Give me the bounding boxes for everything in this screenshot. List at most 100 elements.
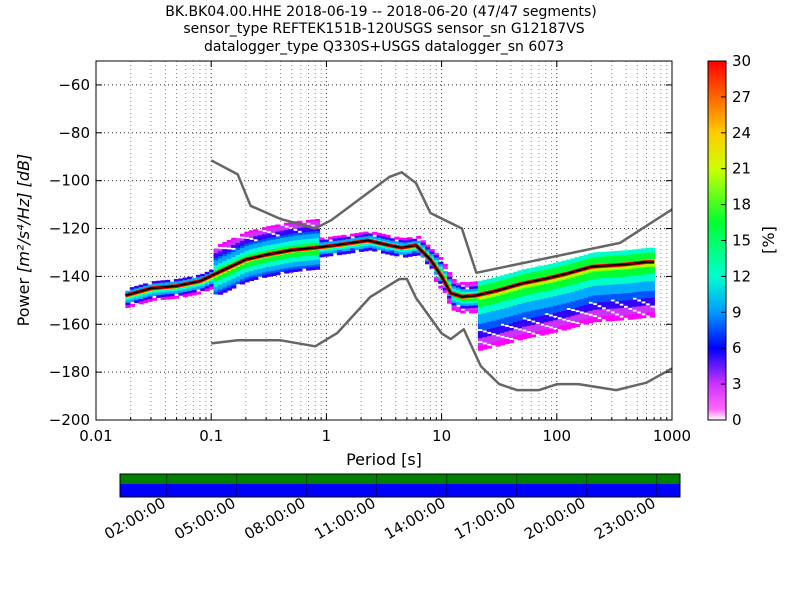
- histogram-cell: [596, 302, 603, 306]
- histogram-cell: [504, 288, 510, 292]
- histogram-cell: [464, 308, 470, 312]
- histogram-cell: [306, 236, 312, 240]
- histogram-cell: [579, 313, 585, 317]
- histogram-cell: [451, 283, 457, 287]
- histogram-cell: [596, 307, 603, 311]
- histogram-cell: [640, 253, 647, 257]
- histogram-cell: [535, 297, 541, 301]
- histogram-cell: [579, 298, 585, 302]
- histogram-cell: [627, 314, 633, 318]
- histogram-cell: [380, 250, 387, 254]
- histogram-cell: [151, 283, 158, 287]
- histogram-cell: [486, 345, 492, 349]
- histogram-cell: [385, 249, 391, 253]
- histogram-cell: [156, 295, 162, 298]
- histogram-cell: [592, 309, 598, 313]
- histogram-cell: [486, 309, 492, 313]
- histogram-cell: [623, 286, 629, 290]
- histogram-cell: [504, 331, 510, 335]
- histogram-cell: [543, 283, 550, 287]
- histogram-cell: [561, 322, 567, 326]
- histogram-cell: [328, 241, 334, 245]
- histogram-cell: [385, 246, 391, 250]
- histogram-cell: [403, 242, 409, 246]
- histogram-cell: [389, 247, 395, 251]
- histogram-cell: [235, 238, 241, 242]
- histogram-cell: [535, 316, 541, 320]
- histogram-cell: [614, 255, 620, 259]
- histogram-cell: [557, 261, 563, 265]
- histogram-cell: [535, 273, 541, 277]
- histogram-cell: [605, 268, 611, 272]
- histogram-cell: [645, 257, 651, 261]
- histogram-cell: [477, 307, 484, 311]
- histogram-cell: [521, 290, 528, 294]
- histogram-cell: [288, 231, 294, 235]
- histogram-cell: [543, 298, 550, 302]
- histogram-cell: [526, 328, 532, 332]
- histogram-cell: [341, 249, 347, 253]
- histogram-cell: [416, 252, 422, 256]
- histogram-cell: [517, 320, 523, 324]
- histogram-cell: [306, 265, 312, 269]
- histogram-cell: [513, 319, 519, 323]
- histogram-cell: [605, 306, 611, 310]
- histogram-cell: [297, 232, 303, 236]
- histogram-cell: [636, 275, 642, 279]
- histogram-cell: [645, 295, 651, 299]
- histogram-cell: [173, 291, 180, 294]
- histogram-cell: [499, 285, 506, 288]
- histogram-cell: [279, 269, 285, 272]
- histogram-cell: [288, 265, 294, 268]
- histogram-cell: [574, 319, 581, 323]
- histogram-cell: [253, 233, 259, 237]
- histogram-cell: [420, 240, 426, 244]
- histogram-cell: [548, 263, 554, 267]
- histogram-cell: [310, 260, 316, 264]
- histogram-cell: [213, 258, 219, 261]
- histogram-cell: [433, 257, 440, 261]
- histogram-cell: [570, 299, 576, 302]
- histogram-cell: [310, 236, 316, 240]
- histogram-cell: [350, 238, 356, 242]
- histogram-cell: [508, 304, 514, 307]
- histogram-cell: [601, 273, 607, 277]
- histogram-cell: [270, 249, 277, 253]
- histogram-cell: [561, 277, 567, 281]
- histogram-cell: [178, 278, 184, 282]
- histogram-cell: [618, 274, 625, 278]
- histogram-cell: [561, 303, 567, 307]
- histogram-cell: [513, 314, 519, 318]
- histogram-cell: [623, 255, 629, 258]
- histogram-cell: [614, 272, 620, 276]
- histogram-cell: [491, 301, 497, 305]
- histogram-cell: [596, 297, 603, 301]
- histogram-cell: [539, 275, 545, 279]
- histogram-cell: [469, 300, 475, 304]
- histogram-cell: [570, 318, 576, 322]
- histogram-cell: [239, 252, 246, 256]
- histogram-cell: [645, 266, 651, 270]
- histogram-cell: [640, 248, 647, 252]
- histogram-cell: [477, 321, 484, 325]
- histogram-cell: [513, 281, 519, 285]
- histogram-cell: [226, 244, 232, 248]
- histogram-cell: [182, 279, 188, 283]
- histogram-cell: [649, 257, 655, 261]
- histogram-cell: [257, 242, 263, 246]
- histogram-cell: [504, 305, 510, 309]
- histogram-cell: [513, 310, 519, 313]
- histogram-cell: [253, 277, 259, 280]
- histogram-cell: [649, 295, 655, 299]
- histogram-cell: [288, 229, 294, 233]
- histogram-cell: [275, 245, 281, 249]
- histogram-cell: [292, 235, 299, 239]
- histogram-cell: [592, 278, 598, 282]
- histogram-cell: [314, 262, 321, 265]
- histogram-cell: [284, 232, 290, 236]
- histogram-cell: [257, 235, 263, 239]
- histogram-cell: [636, 291, 642, 295]
- histogram-cell: [389, 240, 395, 244]
- histogram-cell: [583, 278, 589, 282]
- x-tick-label: 1: [322, 427, 332, 445]
